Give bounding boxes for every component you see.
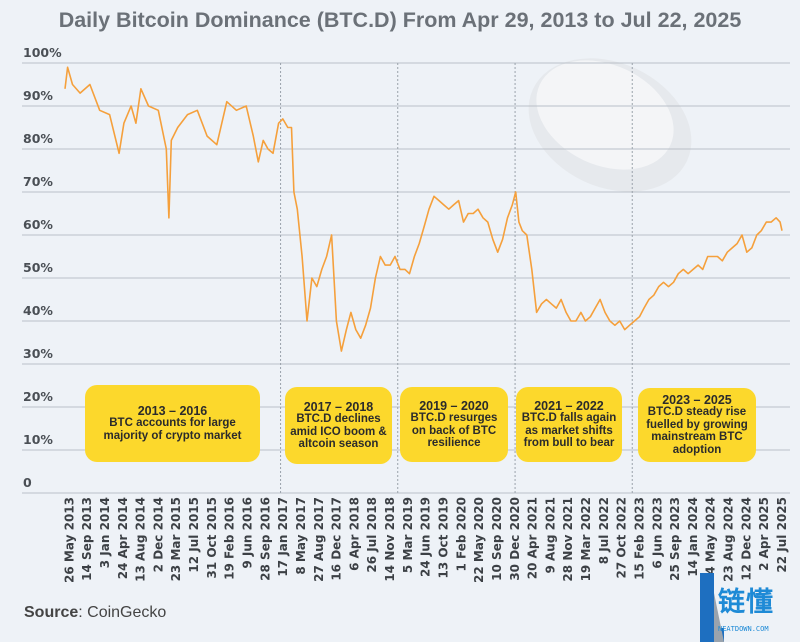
x-tick-label: 16 Dec 2017 <box>330 497 344 581</box>
x-tick-label: 14 Sep 2013 <box>80 497 94 581</box>
x-tick-label: 12 Dec 2024 <box>739 497 753 581</box>
y-tick-label: 90% <box>23 88 53 103</box>
x-tick-label: 14 Jan 2024 <box>686 497 700 577</box>
period-description: BTC.D declines amid ICO boom & altcoin s… <box>290 413 387 450</box>
y-tick-label: 70% <box>23 174 53 189</box>
x-tick-label: 24 Apr 2014 <box>116 497 130 579</box>
period-years: 2021 – 2022 <box>534 398 604 413</box>
x-tick-label: 23 Mar 2015 <box>169 497 183 581</box>
x-tick-label: 6 Apr 2018 <box>347 497 361 571</box>
period-annotation: 2023 – 2025 BTC.D steady rise fuelled by … <box>638 388 756 462</box>
period-years: 2019 – 2020 <box>419 398 489 413</box>
x-tick-label: 14 Nov 2018 <box>383 497 397 582</box>
period-annotation: 2019 – 2020 BTC.D resurges on back of BTC… <box>400 387 508 462</box>
y-tick-label: 50% <box>23 260 53 275</box>
period-years: 2013 – 2016 <box>137 403 208 418</box>
x-tick-label: 17 Jan 2017 <box>276 497 290 577</box>
x-tick-label: 4 May 2024 <box>704 497 718 575</box>
x-tick-label: 13 Aug 2014 <box>134 497 148 582</box>
x-tick-label: 24 Jun 2019 <box>419 497 433 577</box>
x-tick-label: 8 May 2017 <box>294 497 308 575</box>
x-tick-label: 3 Jan 2014 <box>98 497 112 568</box>
x-tick-label: 26 Jul 2018 <box>365 497 379 573</box>
period-years: 2017 – 2018 <box>303 399 374 414</box>
period-description: BTC.D steady rise fuelled by growing mai… <box>646 406 748 456</box>
chart-title: Daily Bitcoin Dominance (BTC.D) From Apr… <box>58 8 742 32</box>
x-tick-label: 9 Jun 2016 <box>241 497 255 569</box>
x-tick-label: 13 Oct 2019 <box>436 497 450 579</box>
x-tick-label: 31 Oct 2015 <box>205 497 219 579</box>
y-tick-label: 10% <box>23 432 53 447</box>
x-tick-label: 15 Feb 2023 <box>632 497 646 580</box>
period-description: BTC.D falls again as market shifts from … <box>521 412 617 449</box>
x-tick-label: 10 Sep 2020 <box>490 497 504 581</box>
period-annotation: 2021 – 2022 BTC.D falls again as market s… <box>516 387 622 462</box>
period-annotation: 2017 – 2018 BTC.D declines amid ICO boom … <box>285 387 392 464</box>
x-tick-label: 26 May 2013 <box>62 497 76 583</box>
line-chart: 0 10% 20% 30% 40% 50% 60% 70% 80% 90% 100% 26 May 2… <box>22 45 790 583</box>
y-tick-label: 30% <box>23 346 53 361</box>
y-tick-label: 60% <box>23 217 53 232</box>
period-annotation: 2013 – 2016 BTC accounts for large majori… <box>85 385 260 462</box>
x-tick-label: 25 Sep 2023 <box>668 497 682 581</box>
logo-text: 链懂 <box>718 587 774 618</box>
x-tick-label: 5 Mar 2019 <box>401 497 415 573</box>
source-value: : CoinGecko <box>78 604 167 621</box>
x-tick-label: 9 Aug 2021 <box>543 497 557 574</box>
x-tick-label: 19 Mar 2022 <box>579 497 593 581</box>
x-tick-label: 30 Dec 2020 <box>508 497 522 581</box>
source-note: Source: CoinGecko <box>24 604 166 622</box>
y-tick-label: 0 <box>23 475 32 490</box>
neatdown-logo <box>700 573 724 642</box>
btc-dominance-line <box>64 66 783 352</box>
x-tick-label: 1 Feb 2020 <box>454 497 468 572</box>
y-tick-label: 80% <box>23 131 53 146</box>
y-tick-label: 100% <box>23 45 62 60</box>
x-tick-label: 28 Nov 2021 <box>561 497 575 582</box>
period-years: 2023 – 2025 <box>662 392 732 407</box>
x-tick-label: 8 Jul 2022 <box>597 497 611 564</box>
x-tick-label: 2 Apr 2025 <box>757 497 771 571</box>
x-tick-label: 20 Apr 2021 <box>526 497 540 579</box>
x-tick-label: 22 May 2020 <box>472 497 486 583</box>
period-description: BTC accounts for large majority of crypt… <box>103 417 242 442</box>
source-label: Source <box>24 604 79 621</box>
y-tick-label: 40% <box>23 303 53 318</box>
x-tick-label: 22 Jul 2025 <box>775 497 789 573</box>
x-tick-label: 19 Feb 2016 <box>223 497 237 580</box>
x-tick-label: 2 Dec 2014 <box>151 497 165 572</box>
y-tick-label: 20% <box>23 389 53 404</box>
logo-subtext: NEATDOWN.COM <box>718 625 769 633</box>
x-tick-label: 28 Sep 2016 <box>258 497 272 581</box>
x-tick-label: 27 Oct 2022 <box>615 497 629 579</box>
x-tick-label: 23 Aug 2024 <box>722 497 736 582</box>
period-description: BTC.D resurges on back of BTC resilience <box>410 412 498 449</box>
coin-decoration-face <box>536 60 674 170</box>
x-tick-label: 27 Aug 2017 <box>312 497 326 582</box>
x-tick-label: 12 Jul 2015 <box>187 497 201 573</box>
x-tick-label: 6 Jun 2023 <box>650 497 664 569</box>
